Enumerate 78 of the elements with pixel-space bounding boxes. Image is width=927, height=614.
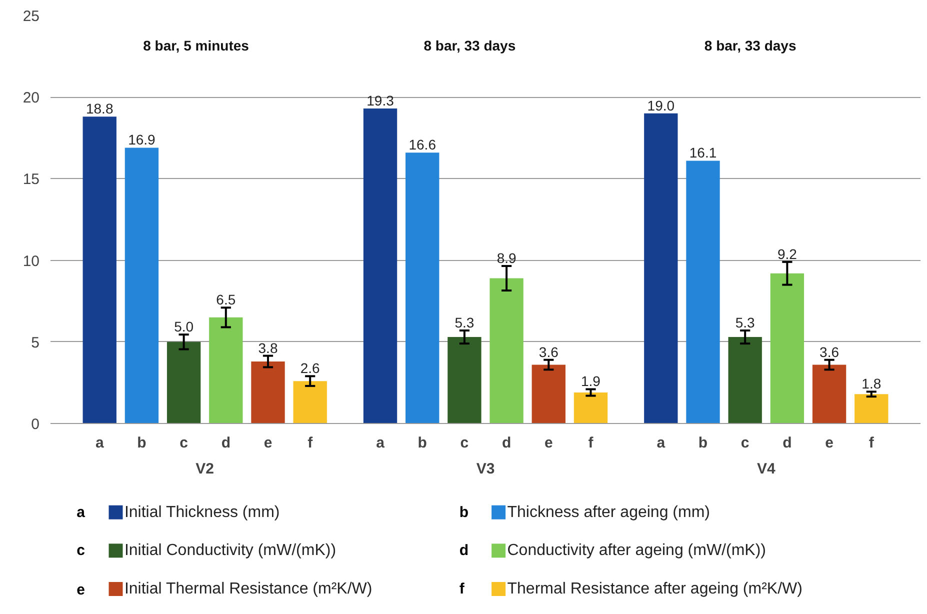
text: e xyxy=(825,434,834,452)
data-label: 3.6 xyxy=(820,344,840,360)
x-tick-label: V4 xyxy=(756,460,776,478)
text: e xyxy=(264,434,272,452)
text: b xyxy=(698,434,708,452)
legend-label: Initial Conductivity (mW/(mK)) xyxy=(124,542,336,560)
bar xyxy=(124,148,159,424)
data-label: 19.3 xyxy=(366,92,394,109)
text: d xyxy=(782,434,792,452)
legend-label: Thickness after ageing (mm) xyxy=(507,504,710,521)
bar xyxy=(532,364,566,424)
data-label: 5.0 xyxy=(174,318,194,335)
text: b xyxy=(459,504,469,521)
y-tick-label: 5 xyxy=(31,334,40,352)
bar xyxy=(82,116,116,424)
bar xyxy=(166,342,201,424)
legend-label: Initial Thermal Resistance (m²K/W) xyxy=(124,580,372,598)
data-label: 19.0 xyxy=(647,97,675,114)
annotation: 8 bar, 33 days xyxy=(424,38,516,54)
text: f xyxy=(459,580,464,598)
legend-label: Thermal Resistance after ageing (m²K/W) xyxy=(507,580,802,598)
text: a xyxy=(376,434,384,452)
text: d xyxy=(221,434,230,452)
annotation: 8 bar, 5 minutes xyxy=(143,38,250,54)
text: f xyxy=(868,434,874,452)
legend-label: Initial Thickness (mm) xyxy=(124,504,280,521)
data-label: 5.3 xyxy=(454,314,474,330)
text: a xyxy=(95,434,104,452)
data-label: 1.9 xyxy=(581,373,601,390)
bar xyxy=(251,361,285,424)
text: f xyxy=(588,434,594,452)
text: b xyxy=(418,434,427,452)
data-label: 16.6 xyxy=(408,136,436,153)
y-tick-label: 25 xyxy=(22,8,40,25)
text: f xyxy=(308,434,314,452)
bar xyxy=(574,392,608,424)
y-tick-label: 15 xyxy=(22,171,40,188)
text: d xyxy=(502,434,512,452)
bar xyxy=(363,108,398,424)
bar xyxy=(770,273,804,424)
bar xyxy=(406,152,440,424)
text: c xyxy=(740,434,750,452)
bar xyxy=(812,364,846,424)
bar xyxy=(490,278,524,424)
text: e xyxy=(544,434,553,452)
y-tick-label: 20 xyxy=(22,90,40,107)
text: b xyxy=(137,434,146,452)
bar xyxy=(728,337,762,424)
text: c xyxy=(460,434,469,452)
legend-label: Conductivity after ageing (mW/(mK)) xyxy=(507,542,766,560)
bar xyxy=(209,317,243,424)
data-label: 3.8 xyxy=(258,340,278,356)
data-label: 2.6 xyxy=(300,360,320,376)
bar xyxy=(644,113,678,424)
data-label: 5.3 xyxy=(735,314,756,330)
data-label: 18.8 xyxy=(86,100,114,117)
bar xyxy=(448,337,482,424)
bar xyxy=(686,160,720,424)
text: d xyxy=(459,542,469,560)
data-label: 8.9 xyxy=(496,250,516,266)
data-label: 1.8 xyxy=(862,376,882,392)
bar xyxy=(293,381,327,424)
x-tick-label: V2 xyxy=(196,460,214,478)
text: c xyxy=(180,434,188,452)
y-tick-label: 10 xyxy=(22,252,40,270)
data-label: 16.9 xyxy=(128,132,156,148)
data-label: 9.2 xyxy=(777,246,798,262)
text: a xyxy=(76,504,85,521)
annotation: 8 bar, 33 days xyxy=(704,38,796,54)
bar xyxy=(854,394,888,424)
x-tick-label: V3 xyxy=(476,460,495,478)
y-tick-label: 0 xyxy=(31,416,40,433)
text: c xyxy=(76,542,85,560)
text: a xyxy=(656,434,666,452)
data-label: 6.5 xyxy=(216,292,236,308)
text: e xyxy=(76,582,85,598)
data-label: 16.1 xyxy=(689,144,717,161)
data-label: 3.6 xyxy=(538,344,559,360)
